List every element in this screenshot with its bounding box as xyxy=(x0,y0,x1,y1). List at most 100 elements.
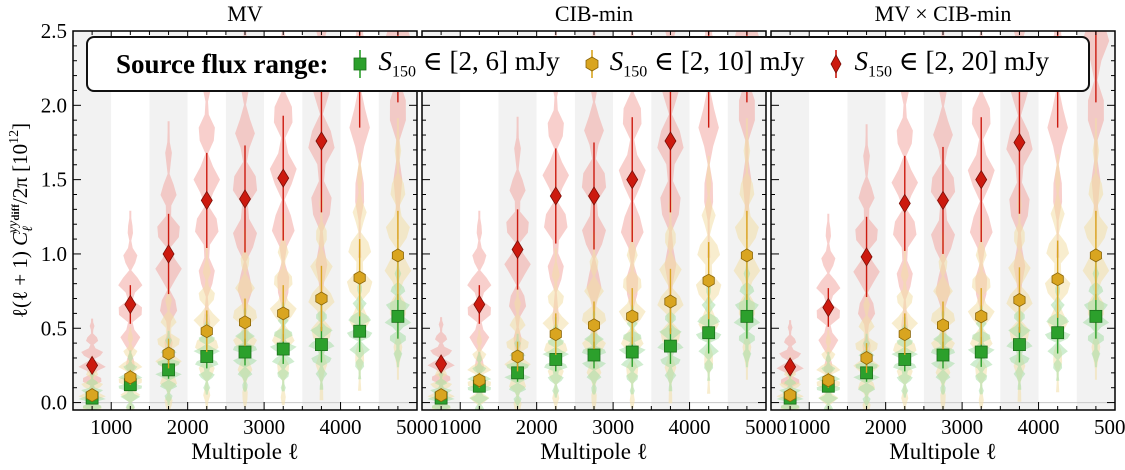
data-point-hexagon xyxy=(238,315,252,330)
plot-area xyxy=(771,31,1115,410)
data-point-square xyxy=(276,342,290,356)
data-point-diamond xyxy=(549,186,562,206)
x-tick-label: 3000 xyxy=(592,415,634,439)
y-tick-label: 2.0 xyxy=(41,93,67,117)
data-point-diamond xyxy=(1013,132,1026,153)
data-point-diamond xyxy=(315,131,328,151)
legend-title: Source flux range: xyxy=(116,48,329,79)
data-point-diamond xyxy=(473,294,486,315)
violin xyxy=(346,31,373,258)
data-point-diamond xyxy=(277,168,290,188)
data-point-hexagon xyxy=(549,327,562,342)
data-point-diamond xyxy=(741,4,752,22)
x-tick-label: 1000 xyxy=(439,415,481,439)
x-tick-label: 3000 xyxy=(243,415,285,439)
data-point-hexagon xyxy=(860,351,873,365)
data-point-square xyxy=(238,345,252,359)
data-point-hexagon xyxy=(200,324,213,339)
x-tick-label: 4000 xyxy=(320,415,362,439)
data-point-diamond xyxy=(435,354,448,374)
data-point-square xyxy=(740,309,754,323)
data-point-hexagon xyxy=(277,306,290,321)
data-point-square xyxy=(1051,326,1065,340)
x-axis-label: Multipole ℓ xyxy=(191,439,299,464)
data-point-diamond xyxy=(860,247,873,267)
data-point-square xyxy=(353,324,367,338)
data-point-hexagon xyxy=(1013,293,1026,307)
x-tick-label: 5000 xyxy=(396,415,438,439)
violin xyxy=(1044,31,1071,258)
x-tick-label: 4000 xyxy=(1018,415,1060,439)
data-point-square xyxy=(1013,338,1026,352)
data-point-diamond xyxy=(200,190,213,211)
x-tick-label: 2000 xyxy=(865,415,907,439)
data-point-square xyxy=(625,345,639,359)
y-tick-label: 0.5 xyxy=(41,316,67,340)
data-point-diamond xyxy=(664,131,677,151)
data-point-diamond xyxy=(784,357,797,377)
legend-label-s150-2-20: S150 ∈ [2, 20] mJy xyxy=(854,46,1050,81)
data-point-square xyxy=(664,339,677,353)
data-point-diamond xyxy=(822,297,835,318)
data-point-square xyxy=(936,348,950,362)
y-tick-label: 2.5 xyxy=(41,19,67,43)
x-tick-label: 5000 xyxy=(1094,415,1125,439)
data-point-hexagon xyxy=(702,273,715,288)
data-point-diamond xyxy=(898,193,911,214)
data-point-hexagon xyxy=(162,346,175,361)
data-point-square xyxy=(974,345,988,359)
gold-hexagon-marker-icon xyxy=(585,49,599,78)
data-point-diamond xyxy=(239,189,251,209)
y-tick-label: 1.0 xyxy=(41,242,67,266)
data-point-hexagon xyxy=(511,349,524,364)
green-square-marker-icon xyxy=(354,49,367,78)
data-point-hexagon xyxy=(588,318,600,333)
plot-area xyxy=(422,4,766,410)
data-point-hexagon xyxy=(124,370,137,385)
data-point-diamond xyxy=(937,190,949,211)
data-point-hexagon xyxy=(1051,272,1064,287)
x-tick-label: 1000 xyxy=(788,415,830,439)
x-axis-label: Multipole ℓ xyxy=(889,439,997,464)
data-point-hexagon xyxy=(1089,248,1102,263)
data-point-hexagon xyxy=(898,327,911,342)
legend-entry-s150-2-10: S150 ∈ [2, 10] mJy xyxy=(580,46,805,81)
data-point-hexagon xyxy=(937,318,949,333)
x-tick-label: 2000 xyxy=(516,415,558,439)
data-point-square xyxy=(549,353,563,366)
x-tick-label: 3000 xyxy=(941,415,983,439)
data-point-hexagon xyxy=(975,309,988,324)
data-point-diamond xyxy=(124,294,137,315)
data-point-square xyxy=(315,338,328,352)
red-diamond-marker-icon xyxy=(830,49,842,78)
x-tick-label: 2000 xyxy=(167,415,209,439)
x-axis-label: Multipole ℓ xyxy=(540,439,648,464)
data-point-square xyxy=(702,326,716,340)
data-point-square xyxy=(1089,309,1103,323)
panel-2: 1000 2000 3000 4000 5000 CIB-min Multipole ℓ xyxy=(421,1,787,464)
data-point-diamond xyxy=(975,169,988,190)
y-tick-label: 0.0 xyxy=(41,391,67,415)
panel-1: 1000 2000 3000 4000 5000 0.0 0.5 1.0 1.5 2.0 2.5 MV… xyxy=(41,1,438,464)
x-tick-label: 5000 xyxy=(745,415,787,439)
violin xyxy=(695,31,722,258)
panel-title: MV xyxy=(227,1,263,26)
data-point-square xyxy=(391,309,405,323)
legend-entry-s150-2-6: S150 ∈ [2, 6] mJy xyxy=(348,46,560,81)
data-point-hexagon xyxy=(353,270,366,285)
x-tick-label: 1000 xyxy=(90,415,132,439)
data-point-hexagon xyxy=(740,248,753,263)
data-point-diamond xyxy=(392,4,403,22)
legend-label-s150-2-10: S150 ∈ [2, 10] mJy xyxy=(609,46,805,81)
legend: Source flux range: S150 ∈ [2, 6] mJy S15… xyxy=(86,36,1090,92)
data-point-hexagon xyxy=(664,294,677,309)
legend-entry-s150-2-20: S150 ∈ [2, 20] mJy xyxy=(824,46,1049,81)
data-point-hexagon xyxy=(435,388,448,403)
plot-area xyxy=(73,4,417,410)
data-point-diamond xyxy=(626,169,639,190)
data-point-square xyxy=(898,353,912,366)
data-point-hexagon xyxy=(473,373,486,388)
y-axis-label-text: ℓ(ℓ + 1) Cℓyydiff/2π [1012] xyxy=(6,123,36,318)
data-point-hexagon xyxy=(822,373,835,388)
